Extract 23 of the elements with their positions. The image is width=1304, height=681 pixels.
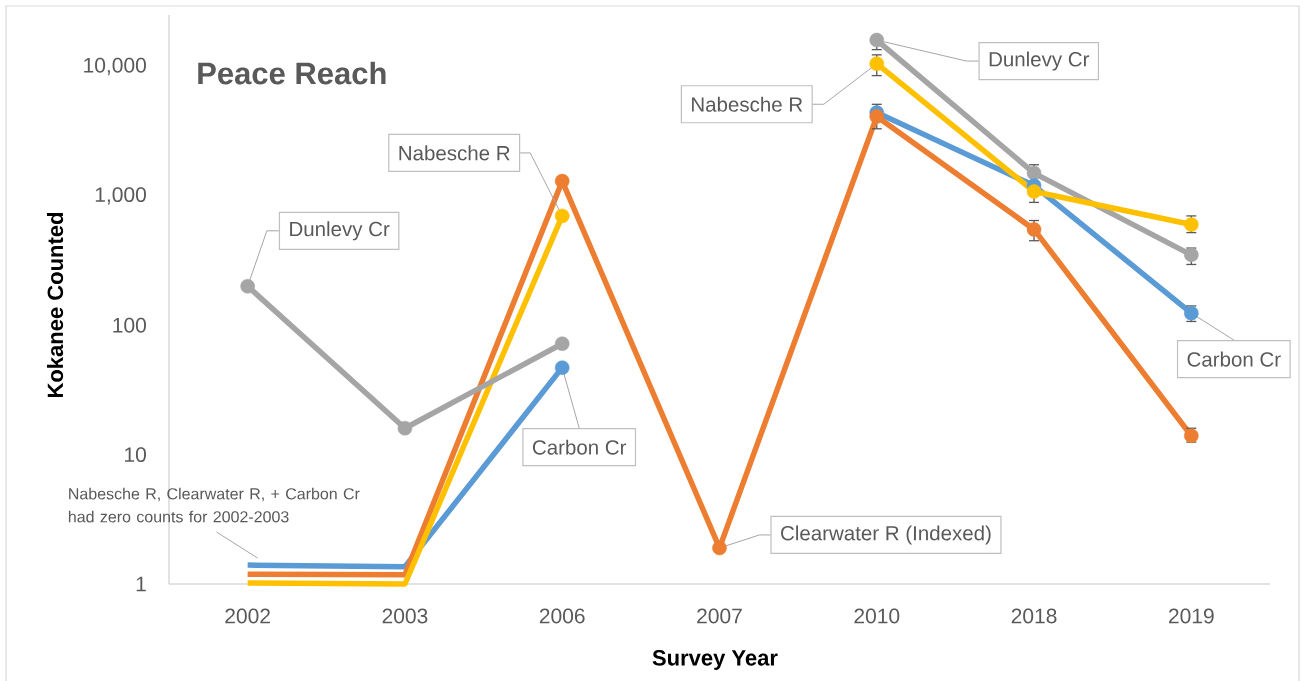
y-tick-label: 1,000 <box>95 187 146 205</box>
annotation: Dunlevy Cr <box>989 51 1090 71</box>
y-tick-label: 10,000 <box>84 57 146 76</box>
annotation: Dunlevy Cr <box>290 221 390 241</box>
annotation: Clearwater R (Indexed) <box>781 525 991 545</box>
text: Peace Reach <box>198 61 386 85</box>
x-tick-label: 2003 <box>382 608 428 624</box>
x-tick-label: 2007 <box>697 608 742 624</box>
x-tick-label: 2002 <box>225 608 270 624</box>
x-axis-title: Survey Year <box>652 650 778 670</box>
annotation: Carbon Cr <box>532 439 627 455</box>
y-tick-label: 1 <box>136 576 146 592</box>
y-tick-label: 100 <box>113 317 146 333</box>
annotation: Carbon Cr <box>1187 351 1281 367</box>
annotation: Nabesche R <box>692 96 803 112</box>
x-tick-label: 2019 <box>1169 608 1214 624</box>
x-tick-label: 2010 <box>854 608 900 624</box>
annotation: Nabesche R, Clearwater R, + Carbon Cr had zero counts for 2002-2003 <box>68 487 360 523</box>
x-tick-label: 2006 <box>539 608 585 624</box>
x-tick-label: 2018 <box>1011 608 1057 624</box>
annotation: Nabesche R <box>399 145 510 161</box>
y-axis-title: Kokanee Counted <box>46 212 64 398</box>
y-tick-label: 10 <box>125 447 146 463</box>
